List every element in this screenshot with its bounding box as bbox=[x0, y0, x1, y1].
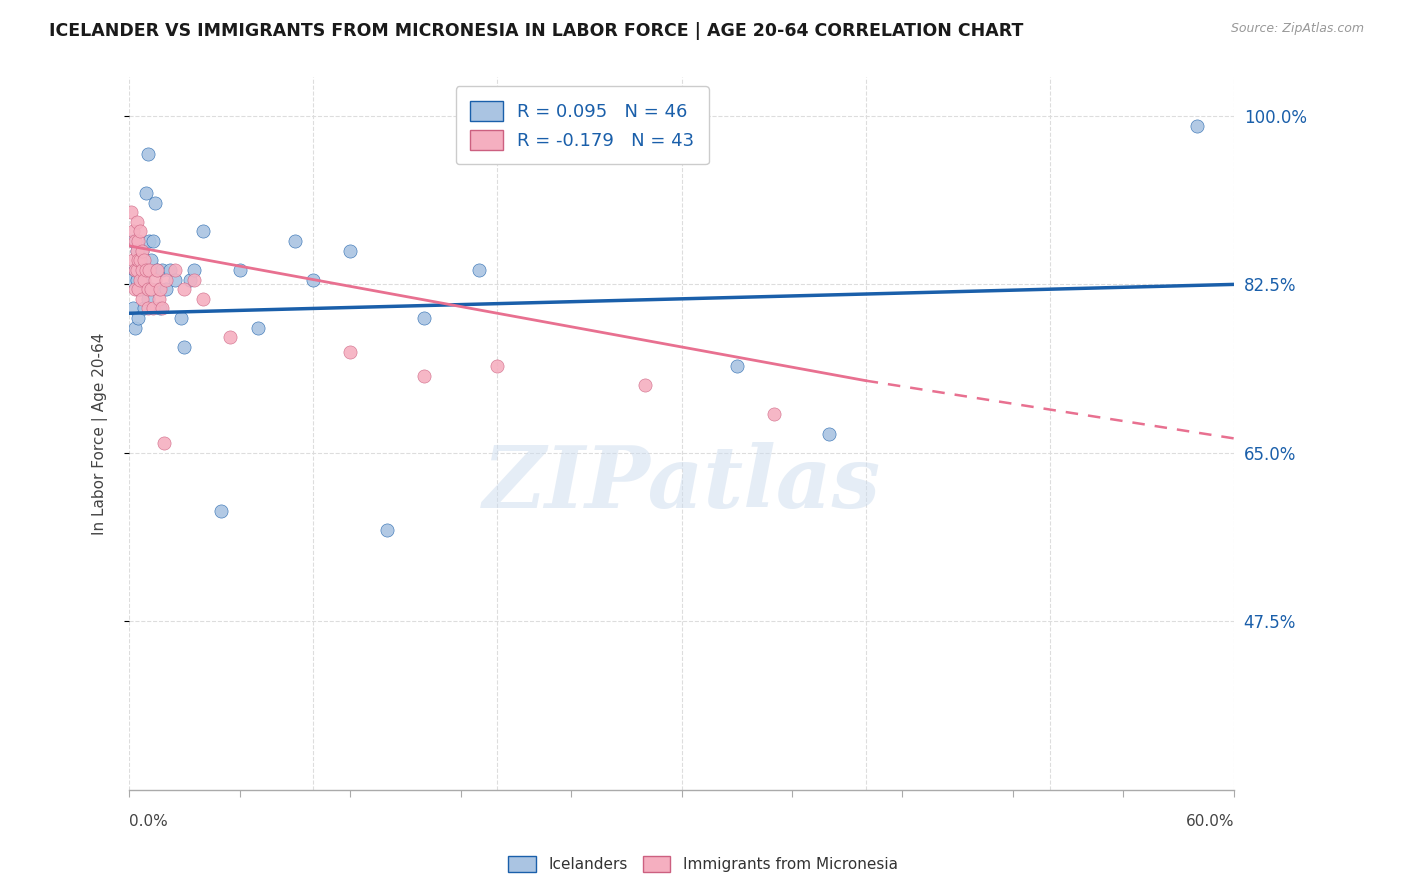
Point bbox=[412, 311, 434, 326]
Point bbox=[127, 311, 149, 326]
Text: 60.0%: 60.0% bbox=[1185, 814, 1234, 829]
Point bbox=[148, 292, 170, 306]
Point bbox=[468, 263, 491, 277]
Text: 0.0%: 0.0% bbox=[129, 814, 167, 829]
Point bbox=[634, 378, 657, 392]
Point bbox=[124, 263, 146, 277]
Point bbox=[191, 292, 214, 306]
Point bbox=[228, 263, 250, 277]
Point bbox=[138, 234, 160, 248]
Point bbox=[135, 186, 157, 200]
Point bbox=[183, 263, 205, 277]
Point bbox=[131, 244, 153, 258]
Text: ZIPatlas: ZIPatlas bbox=[482, 442, 880, 525]
Point bbox=[131, 263, 153, 277]
Point bbox=[136, 282, 159, 296]
Point bbox=[375, 523, 398, 537]
Point bbox=[127, 253, 149, 268]
Point bbox=[129, 263, 152, 277]
Point bbox=[149, 282, 172, 296]
Point bbox=[155, 272, 177, 286]
Point bbox=[339, 344, 361, 359]
Point bbox=[125, 215, 148, 229]
Point bbox=[150, 263, 173, 277]
Point bbox=[129, 253, 152, 268]
Point bbox=[412, 368, 434, 383]
Point bbox=[173, 340, 195, 354]
Point bbox=[136, 292, 159, 306]
Point bbox=[302, 272, 325, 286]
Point bbox=[136, 301, 159, 316]
Point bbox=[125, 244, 148, 258]
Point bbox=[143, 272, 166, 286]
Point bbox=[120, 272, 142, 286]
Point bbox=[121, 253, 143, 268]
Text: Source: ZipAtlas.com: Source: ZipAtlas.com bbox=[1230, 22, 1364, 36]
Point bbox=[131, 272, 153, 286]
Point bbox=[121, 301, 143, 316]
Point bbox=[141, 253, 163, 268]
Point bbox=[153, 436, 176, 450]
Point bbox=[209, 503, 232, 517]
Point bbox=[191, 224, 214, 238]
Point bbox=[135, 263, 157, 277]
Point bbox=[762, 408, 785, 422]
Point bbox=[124, 263, 146, 277]
Point bbox=[132, 272, 155, 286]
Point bbox=[247, 320, 270, 334]
Point bbox=[146, 263, 169, 277]
Point bbox=[725, 359, 748, 374]
Point bbox=[124, 320, 146, 334]
Text: ICELANDER VS IMMIGRANTS FROM MICRONESIA IN LABOR FORCE | AGE 20-64 CORRELATION C: ICELANDER VS IMMIGRANTS FROM MICRONESIA … bbox=[49, 22, 1024, 40]
Point bbox=[149, 301, 172, 316]
Point bbox=[129, 282, 152, 296]
Point bbox=[129, 272, 152, 286]
Point bbox=[138, 263, 160, 277]
Point bbox=[136, 147, 159, 161]
Point bbox=[142, 234, 165, 248]
Point bbox=[170, 311, 193, 326]
Point bbox=[127, 282, 149, 296]
Point bbox=[132, 263, 155, 277]
Point bbox=[1185, 119, 1208, 133]
Point bbox=[339, 244, 361, 258]
Point bbox=[165, 263, 187, 277]
Legend: Icelanders, Immigrants from Micronesia: Icelanders, Immigrants from Micronesia bbox=[501, 848, 905, 880]
Point bbox=[155, 282, 177, 296]
Point bbox=[120, 205, 142, 219]
Point bbox=[131, 244, 153, 258]
Point bbox=[150, 301, 173, 316]
Point bbox=[125, 272, 148, 286]
Point bbox=[129, 224, 152, 238]
Point bbox=[284, 234, 307, 248]
Point bbox=[124, 234, 146, 248]
Point bbox=[127, 282, 149, 296]
Point bbox=[143, 195, 166, 210]
Point bbox=[146, 263, 169, 277]
Point bbox=[142, 301, 165, 316]
Point bbox=[141, 282, 163, 296]
Point bbox=[148, 282, 170, 296]
Point bbox=[183, 272, 205, 286]
Point bbox=[173, 282, 195, 296]
Legend: R = 0.095   N = 46, R = -0.179   N = 43: R = 0.095 N = 46, R = -0.179 N = 43 bbox=[456, 87, 709, 164]
Point bbox=[131, 292, 153, 306]
Point bbox=[121, 224, 143, 238]
Point bbox=[125, 263, 148, 277]
Point bbox=[165, 272, 187, 286]
Point bbox=[132, 301, 155, 316]
Y-axis label: In Labor Force | Age 20-64: In Labor Force | Age 20-64 bbox=[93, 333, 108, 535]
Point bbox=[127, 234, 149, 248]
Point bbox=[121, 234, 143, 248]
Point bbox=[125, 244, 148, 258]
Point bbox=[159, 263, 181, 277]
Point bbox=[818, 426, 841, 441]
Point bbox=[179, 272, 201, 286]
Point bbox=[124, 282, 146, 296]
Point bbox=[132, 253, 155, 268]
Point bbox=[219, 330, 242, 344]
Point bbox=[486, 359, 509, 374]
